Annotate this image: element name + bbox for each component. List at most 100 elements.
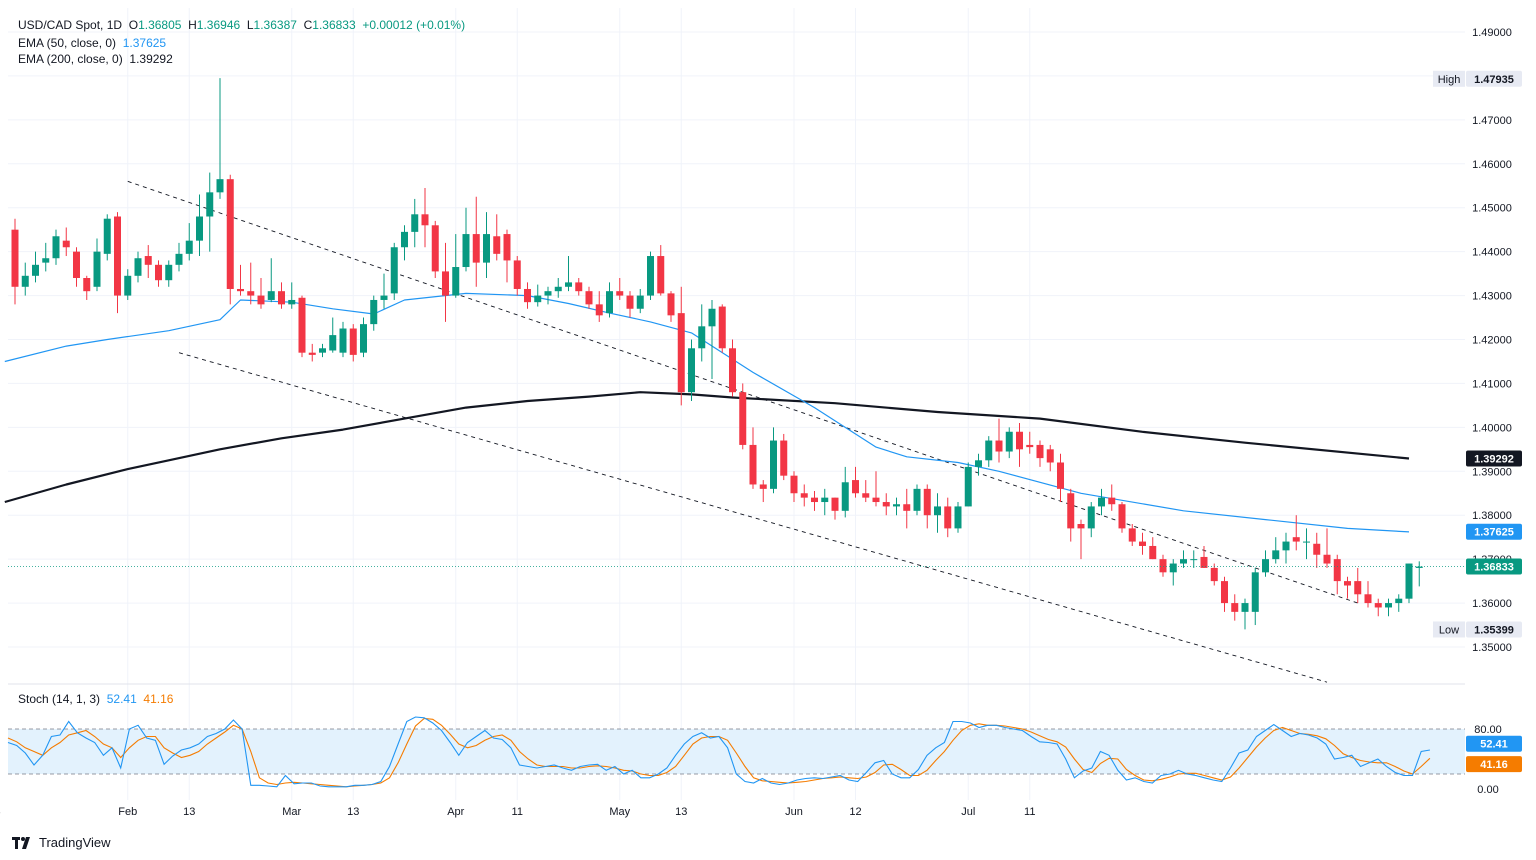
candle-body: [770, 440, 777, 489]
time-axis[interactable]: 13 Feb 13 Mar 13 Apr 11 May 13 Jun 12 Jul 11: [0, 806, 1035, 818]
time-tick-label: Mar: [282, 806, 301, 818]
candle-body: [319, 348, 326, 353]
candle-body: [636, 295, 644, 309]
candle-body: [954, 506, 962, 529]
ohlc-legend: USD/CAD Spot, 1D O1.36805 H1.36946 L1.36…: [18, 18, 465, 32]
high-tag: High 1.47935: [1433, 70, 1522, 87]
low-label: L: [246, 18, 254, 32]
candles-group[interactable]: [11, 78, 1423, 630]
close-label: C: [303, 18, 313, 32]
candle-body: [759, 484, 767, 489]
ema50-legend[interactable]: EMA (50, close, 0) 1.37625: [18, 36, 166, 50]
candle: [1241, 598, 1249, 630]
candle-body: [934, 506, 941, 516]
candle: [185, 223, 193, 261]
candle-body: [1077, 524, 1085, 529]
candle-body: [657, 256, 665, 294]
candle-body: [831, 497, 839, 511]
price-tick-label: 1.39000: [1472, 466, 1512, 478]
candle: [278, 282, 285, 309]
candle: [103, 214, 111, 261]
candle: [483, 212, 490, 278]
candle-body: [1067, 493, 1075, 529]
candle: [1251, 567, 1259, 626]
candle: [390, 242, 398, 300]
candle: [73, 247, 80, 287]
candle: [1323, 528, 1331, 568]
candle: [1087, 502, 1095, 538]
time-tick-label: Jun: [785, 806, 803, 818]
candle-body: [472, 234, 480, 263]
candle-body: [1303, 541, 1310, 543]
candle: [985, 436, 993, 467]
ema200-legend[interactable]: EMA (200, close, 0) 1.39292: [18, 52, 173, 66]
candle-body: [862, 493, 870, 498]
candle-body: [226, 179, 234, 289]
candle: [124, 269, 132, 300]
candle-body: [718, 306, 726, 349]
candle-body: [821, 497, 829, 503]
candle-body: [349, 328, 357, 355]
candle: [1221, 576, 1228, 612]
candle-body: [852, 480, 859, 494]
candle-body: [1241, 603, 1249, 612]
candle-body: [626, 295, 634, 309]
ema50-label: EMA (50, close, 0): [18, 36, 117, 50]
candle-body: [575, 282, 583, 292]
low-tag: Low 1.35399: [1433, 621, 1522, 638]
candle-body: [124, 275, 132, 296]
candle: [790, 471, 798, 503]
candle-body: [216, 179, 224, 193]
candle: [1108, 484, 1116, 511]
candle-body: [1354, 581, 1362, 595]
candle: [729, 339, 736, 397]
stoch-d-tag: 41.16: [1466, 756, 1522, 773]
candle: [780, 433, 788, 481]
candle-body: [1415, 566, 1423, 568]
candle-body: [21, 275, 29, 287]
candle-body: [544, 291, 552, 296]
candle: [944, 497, 952, 538]
candle-body: [616, 291, 624, 296]
candle-body: [339, 328, 347, 353]
candle: [83, 275, 91, 300]
high-value: 1.36946: [196, 18, 241, 32]
ema200-line: [4, 391, 1410, 504]
ema200-line-group: [4, 391, 1410, 504]
symbol-label[interactable]: USD/CAD Spot, 1D: [18, 18, 123, 32]
candle-body: [1016, 431, 1023, 450]
candle: [1046, 444, 1054, 472]
candle-body: [841, 482, 849, 511]
time-tick-label: 12: [849, 806, 861, 818]
candle: [1077, 519, 1085, 560]
candle: [421, 187, 429, 248]
candle: [1292, 515, 1300, 551]
ema200-tag: 1.39292: [1466, 450, 1522, 467]
price-tick-label: 1.38000: [1472, 510, 1512, 522]
candle-body: [790, 475, 798, 494]
candle-body: [52, 236, 60, 259]
candle-body: [32, 264, 39, 276]
candle-body: [411, 214, 419, 232]
candle-body: [1108, 497, 1116, 505]
candle-body: [513, 260, 521, 289]
candle: [1159, 554, 1167, 577]
candle: [247, 262, 255, 305]
candle: [339, 321, 347, 358]
stoch-legend[interactable]: Stoch (14, 1, 3) 52.41 41.16: [18, 692, 173, 706]
candle: [923, 484, 931, 529]
close-value: 1.36833: [312, 18, 356, 32]
candle-body: [442, 271, 449, 296]
candle: [442, 242, 449, 322]
candle-body: [1231, 603, 1239, 612]
price-tick-label: 1.49000: [1472, 27, 1512, 39]
candle-body: [1149, 545, 1157, 560]
tradingview-icon: [12, 836, 30, 849]
tradingview-logo[interactable]: TradingView: [12, 835, 111, 850]
candle: [134, 251, 142, 283]
candle: [1005, 427, 1013, 459]
candle: [565, 256, 572, 292]
candle-body: [688, 348, 695, 393]
candle: [1036, 440, 1044, 467]
